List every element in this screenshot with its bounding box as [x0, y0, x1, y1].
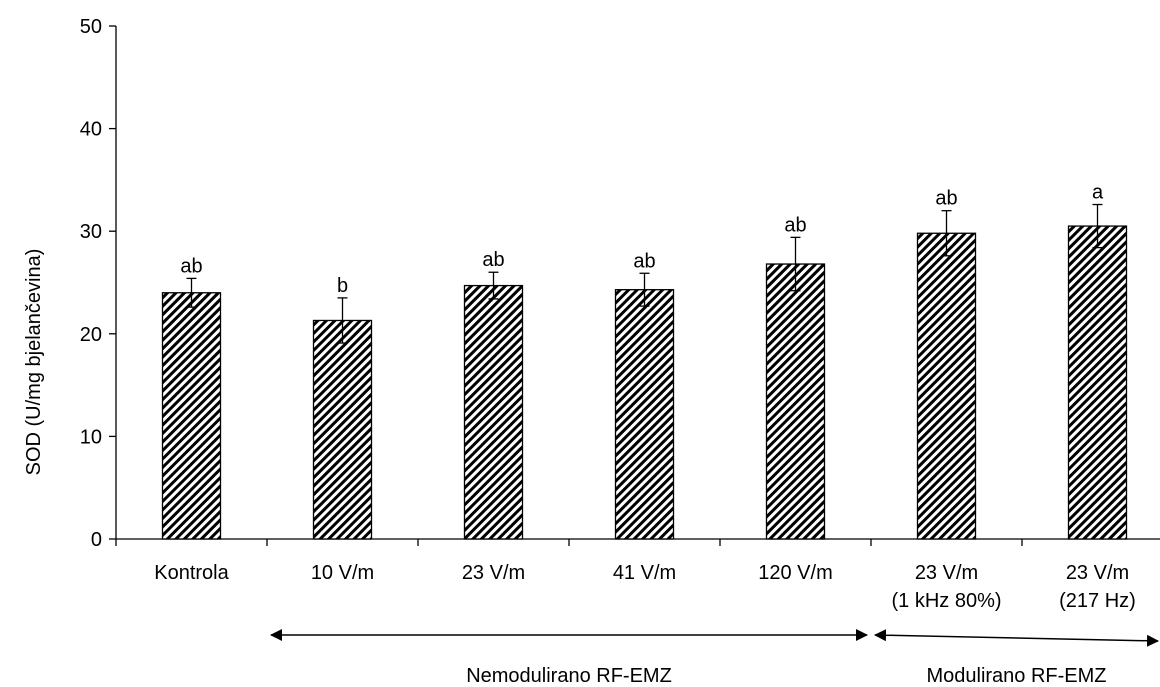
bar [465, 286, 523, 539]
y-tick-label: 20 [80, 324, 102, 346]
bar [1069, 226, 1127, 539]
x-category-label: 23 V/m [1066, 562, 1129, 584]
significance-label: ab [180, 255, 202, 277]
group-label: Modulirano RF-EMZ [926, 665, 1106, 687]
bar [767, 264, 825, 539]
significance-label: b [337, 275, 348, 297]
x-category-label: 41 V/m [613, 562, 676, 584]
x-category-label: (1 kHz 80%) [891, 590, 1001, 612]
y-axis-title: SOD (U/mg bjelančevina) [23, 249, 45, 476]
y-tick-label: 10 [80, 426, 102, 448]
y-tick-label: 0 [91, 529, 102, 551]
x-axis: Kontrola 10 V/m 23 V/m 41 V/m 120 V/m 23 V/m (… [116, 539, 1160, 612]
significance-label: ab [633, 250, 655, 272]
bar [163, 293, 221, 539]
bar [918, 233, 976, 539]
significance-label: a [1092, 182, 1104, 204]
group-arrow [875, 635, 1158, 641]
x-category-label: 120 V/m [758, 562, 832, 584]
group-brackets: Nemodulirano RF-EMZ Modulirano RF-EMZ [271, 635, 1158, 687]
significance-label: ab [935, 188, 957, 210]
significance-label: ab [482, 249, 504, 271]
group-label: Nemodulirano RF-EMZ [466, 665, 672, 687]
x-category-label: 10 V/m [311, 562, 374, 584]
bars: ab b ab ab ab ab a [163, 182, 1127, 539]
y-tick-label: 50 [80, 16, 102, 38]
x-category-label: Kontrola [154, 562, 229, 584]
y-tick-label: 40 [80, 119, 102, 141]
y-tick-label: 30 [80, 221, 102, 243]
x-category-label: 23 V/m [462, 562, 525, 584]
x-category-label: (217 Hz) [1059, 590, 1136, 612]
significance-label: ab [784, 214, 806, 236]
bar [616, 290, 674, 539]
bar [314, 320, 372, 539]
x-category-label: 23 V/m [915, 562, 978, 584]
y-axis: 0 10 20 30 40 50 [80, 16, 116, 551]
